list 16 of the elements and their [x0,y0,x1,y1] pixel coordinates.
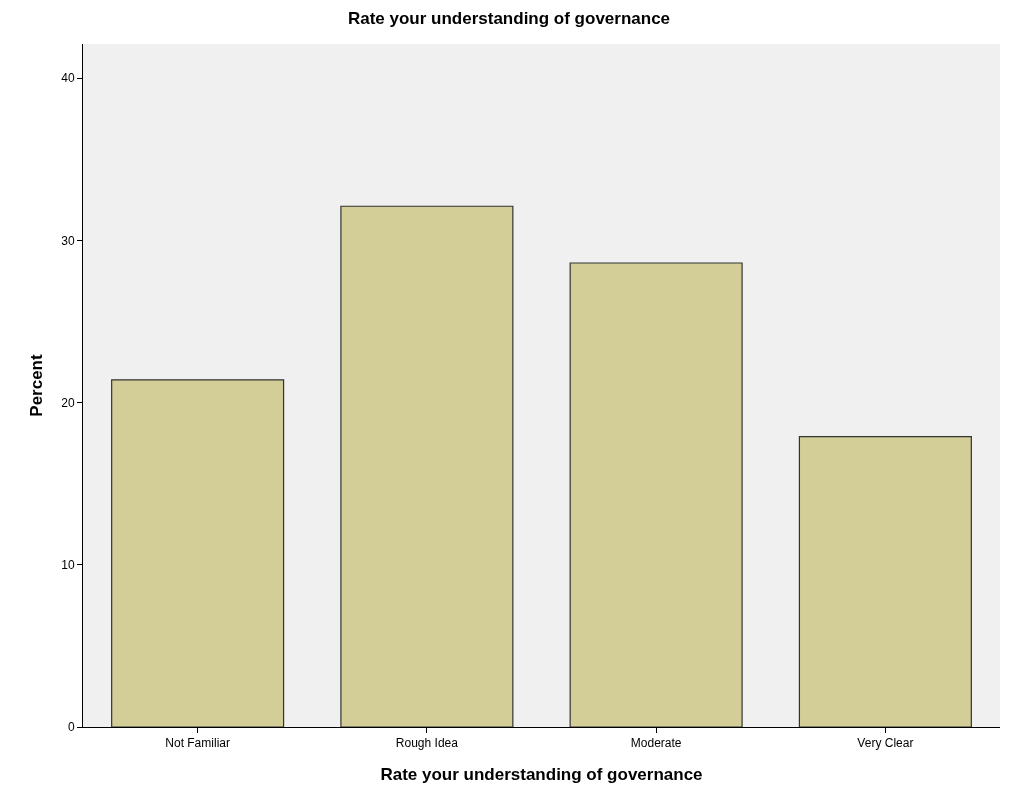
x-tick-label: Moderate [630,736,682,751]
bar [111,379,285,727]
bar [340,205,514,727]
y-axis-title: Percent [26,353,46,417]
chart-title: Rate your understanding of governance [347,8,671,28]
x-axis-title: Rate your understanding of governance [380,764,703,784]
y-tick-label: 40 [61,71,75,86]
x-tick-label: Very Clear [857,736,914,751]
bar [798,436,972,727]
y-tick-label: 20 [61,395,75,410]
y-tick-label: 30 [61,233,75,248]
x-tick-label: Not Familiar [165,736,230,751]
y-tick-label: 10 [61,557,75,572]
y-tick-label: 0 [67,720,75,735]
x-tick-label: Rough Idea [395,736,459,751]
bar [569,262,743,727]
